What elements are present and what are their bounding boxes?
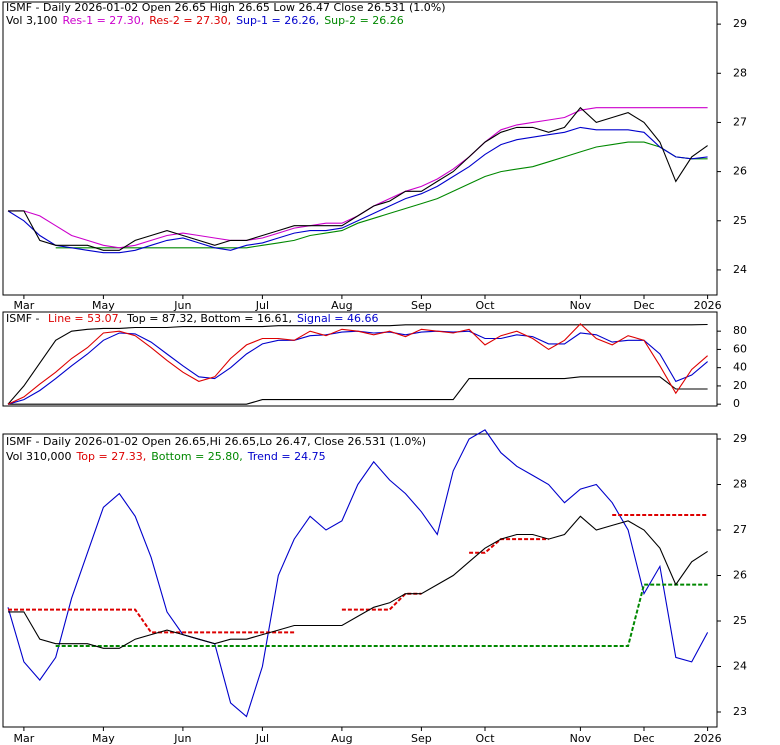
x-tick-label: Mar — [14, 732, 35, 745]
header-item: Res-2 = 27.30, — [149, 14, 231, 27]
x-tick-label: 2026 — [694, 299, 722, 312]
x-tick-label: Mar — [14, 299, 35, 312]
header-item: Sup-1 = 26.26, — [236, 14, 319, 27]
x-tick-label: Sep — [411, 732, 432, 745]
panel-frame — [2, 311, 718, 407]
x-tick-label: Aug — [331, 732, 352, 745]
panel-frame — [2, 433, 718, 728]
series-line — [7, 323, 708, 405]
header-text: Vol 310,000 Top = 27.33, Bottom = 25.80, Tr… — [6, 450, 326, 463]
x-tick-label: Oct — [475, 299, 495, 312]
series-line — [7, 429, 709, 718]
y-tick-label: 20 — [733, 379, 747, 392]
x-tick-label: Jul — [255, 299, 269, 312]
header-item: Signal = 46.66 — [297, 312, 379, 325]
y-tick-label: 27 — [733, 523, 747, 536]
y-tick-label: 0 — [733, 397, 740, 410]
x-tick-label: Jun — [173, 299, 191, 312]
series-line — [7, 126, 708, 254]
header-item: Vol 310,000 — [6, 450, 71, 463]
y-tick-label: 26 — [733, 165, 747, 178]
x-tick-label: May — [92, 299, 115, 312]
header-text: ISMF - Line = 53.07, Top = 87.32, Bottom … — [6, 312, 378, 325]
y-tick-label: 26 — [733, 568, 747, 581]
x-tick-label: Nov — [570, 299, 592, 312]
x-tick-label: Nov — [570, 732, 592, 745]
y-tick-label: 40 — [733, 361, 747, 374]
x-tick-label: 2026 — [694, 732, 722, 745]
series-line — [55, 583, 708, 647]
x-tick-label: Jun — [173, 732, 191, 745]
header-item: Top = 27.33, — [75, 450, 146, 463]
header-item: Bottom = 25.80, — [151, 450, 243, 463]
header-item: ISMF - Daily 2026-01-02 Open 26.65,Hi 26… — [6, 435, 426, 448]
series-line — [8, 106, 708, 251]
series-line — [8, 376, 708, 405]
header-text: ISMF - Daily 2026-01-02 Open 26.65,Hi 26… — [6, 435, 426, 448]
series-line — [8, 514, 708, 634]
header-item: Sup-2 = 26.26 — [324, 14, 404, 27]
y-tick-label: 27 — [733, 115, 747, 128]
panel-frame — [2, 1, 718, 296]
y-tick-label: 28 — [733, 478, 747, 491]
y-tick-label: 80 — [733, 324, 747, 337]
header-item: ISMF - Daily 2026-01-02 Open 26.65 High … — [6, 1, 446, 14]
series-line — [7, 323, 708, 405]
header-item: ISMF - — [6, 312, 43, 325]
y-tick-label: 25 — [733, 214, 747, 227]
header-item: Trend = 24.75 — [247, 450, 326, 463]
header-item: Line = 53.07, — [48, 312, 122, 325]
y-tick-label: 29 — [733, 17, 747, 30]
x-tick-label: Dec — [633, 732, 654, 745]
x-tick-label: Sep — [411, 299, 432, 312]
y-tick-label: 24 — [733, 659, 747, 672]
y-tick-label: 25 — [733, 614, 747, 627]
series-line — [8, 515, 708, 649]
series-line — [8, 107, 708, 249]
x-tick-label: Aug — [331, 299, 352, 312]
x-tick-label: Dec — [633, 299, 654, 312]
series-line — [7, 330, 708, 405]
y-tick-label: 24 — [733, 263, 747, 276]
x-tick-label: Jul — [255, 732, 269, 745]
header-item: Vol 3,100 — [6, 14, 57, 27]
x-tick-label: Oct — [475, 732, 495, 745]
y-tick-label: 23 — [733, 705, 747, 718]
header-text: ISMF - Daily 2026-01-02 Open 26.65 High … — [6, 1, 446, 14]
header-item: Top = 87.32, Bottom = 16.61, — [126, 312, 292, 325]
series-line — [55, 141, 708, 249]
y-tick-label: 60 — [733, 342, 747, 355]
y-tick-label: 29 — [733, 432, 747, 445]
header-text: Vol 3,100 Res-1 = 27.30, Res-2 = 27.30, Sup… — [6, 14, 404, 27]
x-tick-label: May — [92, 732, 115, 745]
y-tick-label: 28 — [733, 66, 747, 79]
header-item: Res-1 = 27.30, — [62, 14, 144, 27]
